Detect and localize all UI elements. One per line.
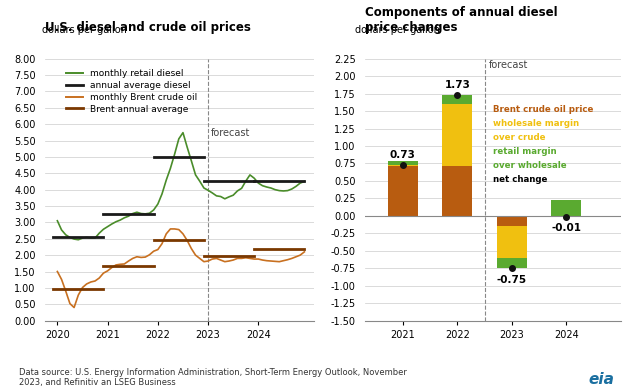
Bar (388, 165, 418, 216)
Legend: monthly retail diesel, annual average diesel, monthly Brent crude oil, Brent ann: monthly retail diesel, annual average di… (63, 66, 201, 117)
Bar (497, 258, 527, 268)
Text: wholesale margin: wholesale margin (493, 119, 579, 128)
Bar (551, 200, 581, 202)
Text: -0.01: -0.01 (551, 223, 581, 233)
Bar (551, 202, 581, 216)
Text: dollars per gallon: dollars per gallon (355, 25, 440, 35)
Text: retail margin: retail margin (493, 147, 556, 156)
Text: over crude: over crude (493, 133, 545, 142)
Bar (497, 226, 527, 258)
Text: Brent crude oil price: Brent crude oil price (493, 106, 593, 115)
Bar (388, 161, 418, 165)
Text: -0.75: -0.75 (497, 274, 527, 285)
Bar (442, 95, 472, 104)
Text: forecast: forecast (489, 60, 529, 70)
Text: net change: net change (493, 175, 547, 184)
Text: eia: eia (589, 372, 614, 387)
Bar (551, 200, 581, 217)
Text: dollars per gallon: dollars per gallon (42, 25, 127, 35)
Text: 0.73: 0.73 (390, 150, 416, 160)
Text: U.S. diesel and crude oil prices: U.S. diesel and crude oil prices (45, 21, 251, 34)
Text: Data source: U.S. Energy Information Administration, Short-Term Energy Outlook, : Data source: U.S. Energy Information Adm… (19, 368, 407, 387)
Text: Components of annual diesel
price changes: Components of annual diesel price change… (365, 6, 557, 34)
Bar (442, 104, 472, 165)
Text: 1.73: 1.73 (444, 80, 470, 90)
Bar (497, 216, 527, 226)
Text: over wholesale: over wholesale (493, 161, 566, 170)
Text: forecast: forecast (211, 127, 250, 138)
Bar (442, 165, 472, 216)
Bar (388, 161, 418, 165)
